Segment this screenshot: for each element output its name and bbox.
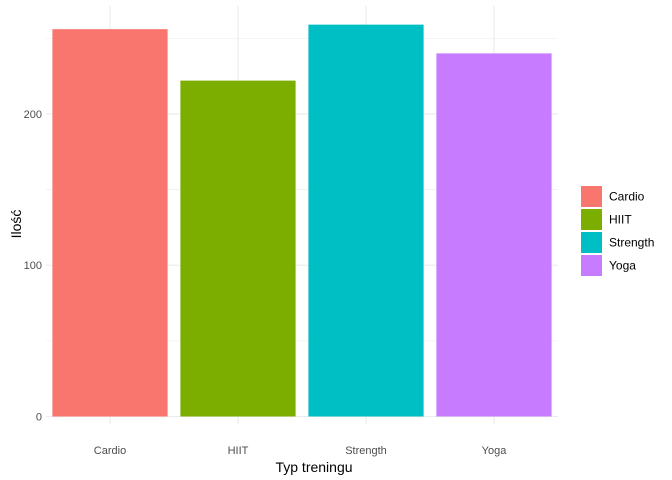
legend-key-cardio (581, 186, 602, 207)
bar-cardio (52, 29, 168, 417)
y-tick-label: 100 (24, 260, 42, 272)
legend-key-strength (581, 232, 602, 253)
legend-label-strength: Strength (609, 236, 654, 250)
bar-strength (308, 24, 424, 417)
x-axis-ticks: Cardio HIIT Strength Yoga (94, 445, 507, 457)
legend-key-yoga (581, 255, 602, 276)
bars (52, 24, 552, 417)
y-axis-title: Ilość (8, 210, 24, 239)
bar-yoga (436, 53, 552, 417)
legend: Cardio HIIT Strength Yoga (581, 186, 654, 276)
x-tick-label: Yoga (482, 445, 508, 457)
x-tick-label: Cardio (94, 445, 126, 457)
bar-hiit (180, 80, 296, 417)
y-axis-ticks: 0 100 200 (24, 109, 42, 424)
legend-label-yoga: Yoga (609, 259, 636, 273)
legend-label-cardio: Cardio (609, 190, 645, 204)
legend-label-hiit: HIIT (609, 213, 632, 227)
x-axis-title: Typ treningu (275, 459, 352, 475)
x-tick-label: Strength (345, 445, 387, 457)
y-tick-label: 0 (36, 412, 42, 424)
x-tick-label: HIIT (228, 445, 249, 457)
y-tick-label: 200 (24, 109, 42, 121)
legend-key-hiit (581, 209, 602, 230)
